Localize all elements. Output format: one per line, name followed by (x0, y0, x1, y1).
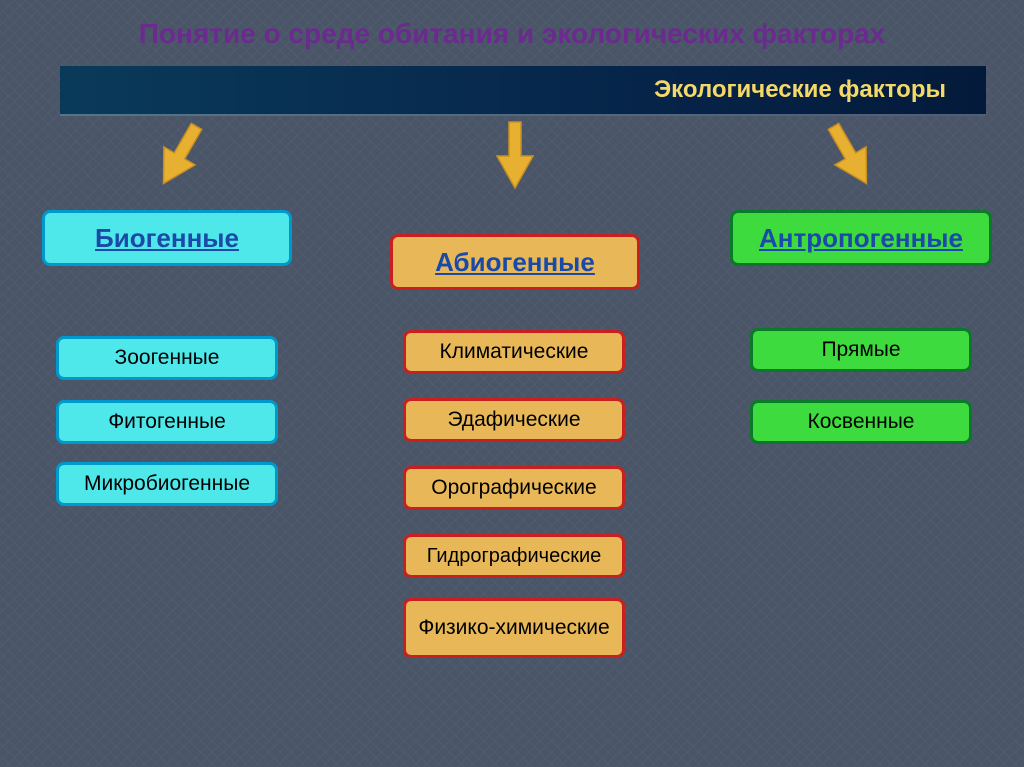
abiogenic-item: Физико-химические (403, 598, 625, 658)
abiogenic-item: Эдафические (403, 398, 625, 442)
main-title: Понятие о среде обитания и экологических… (0, 0, 1024, 50)
subtitle-bar: Экологические факторы (60, 66, 986, 116)
biogenic-header: Биогенные (42, 210, 292, 266)
arrow-right-icon (815, 115, 885, 196)
abiogenic-item: Гидрографические (403, 534, 625, 578)
arrow-center-icon (495, 120, 535, 190)
abiogenic-item: Орографические (403, 466, 625, 510)
subtitle-text: Экологические факторы (654, 76, 946, 104)
arrow-left-icon (145, 115, 215, 196)
abiogenic-header: Абиогенные (390, 234, 640, 290)
anthropogenic-header: Антропогенные (730, 210, 992, 266)
anthropogenic-item: Прямые (750, 328, 972, 372)
abiogenic-item: Климатические (403, 330, 625, 374)
biogenic-item: Зоогенные (56, 336, 278, 380)
biogenic-item: Фитогенные (56, 400, 278, 444)
anthropogenic-item: Косвенные (750, 400, 972, 444)
biogenic-item: Микробиогенные (56, 462, 278, 506)
